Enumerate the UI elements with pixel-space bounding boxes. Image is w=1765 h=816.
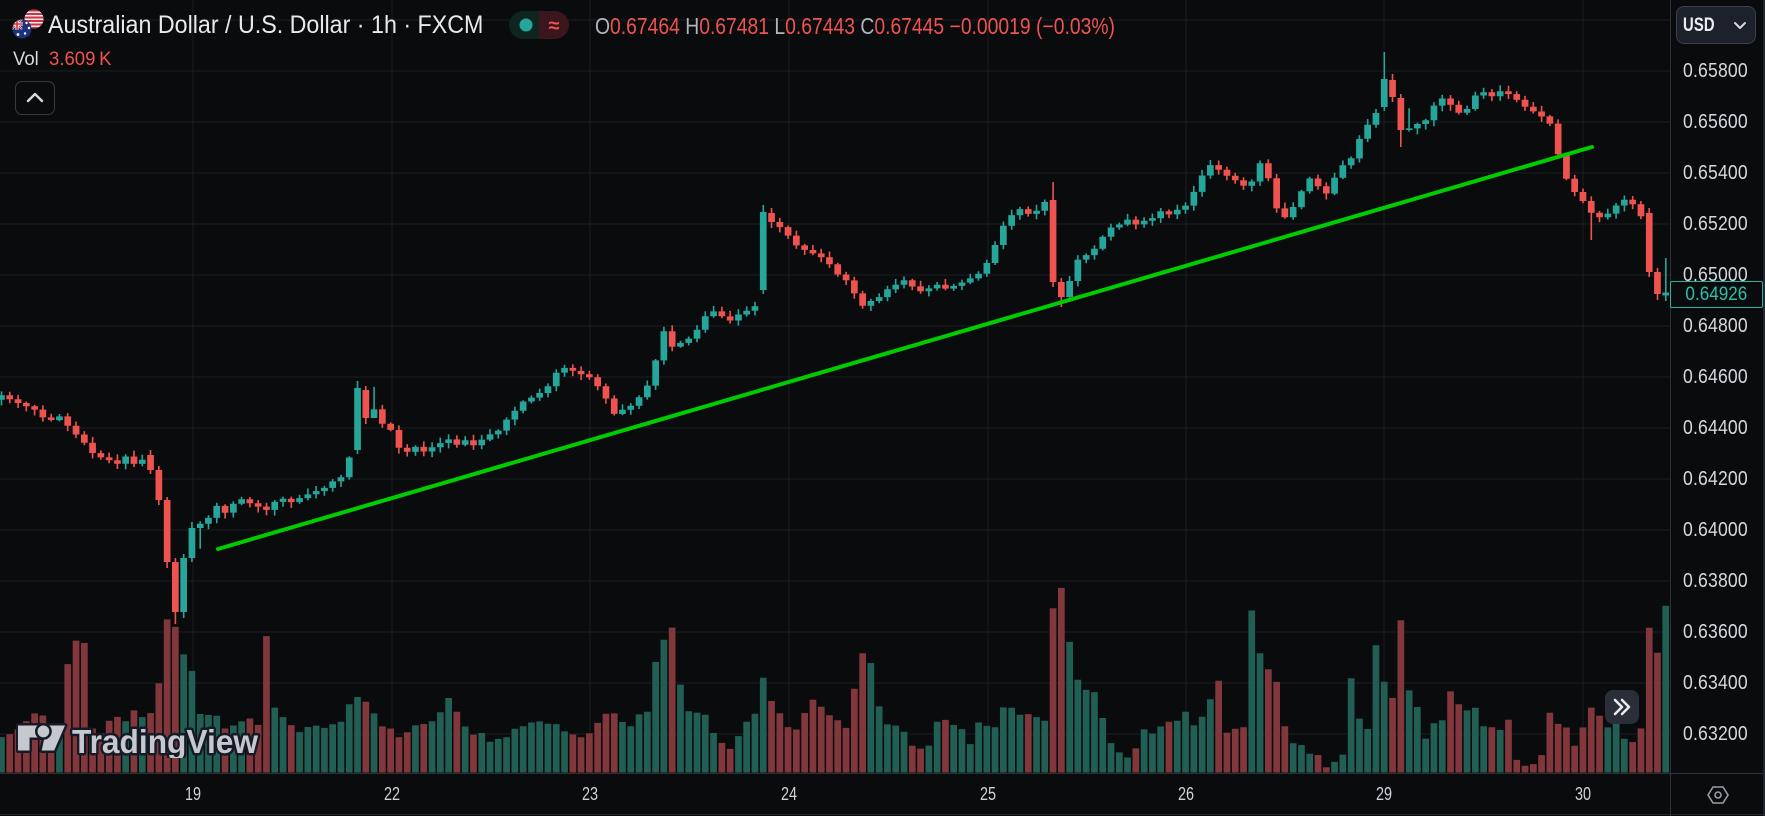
svg-text:TradingView: TradingView (72, 723, 258, 758)
svg-text:≈: ≈ (549, 15, 560, 37)
